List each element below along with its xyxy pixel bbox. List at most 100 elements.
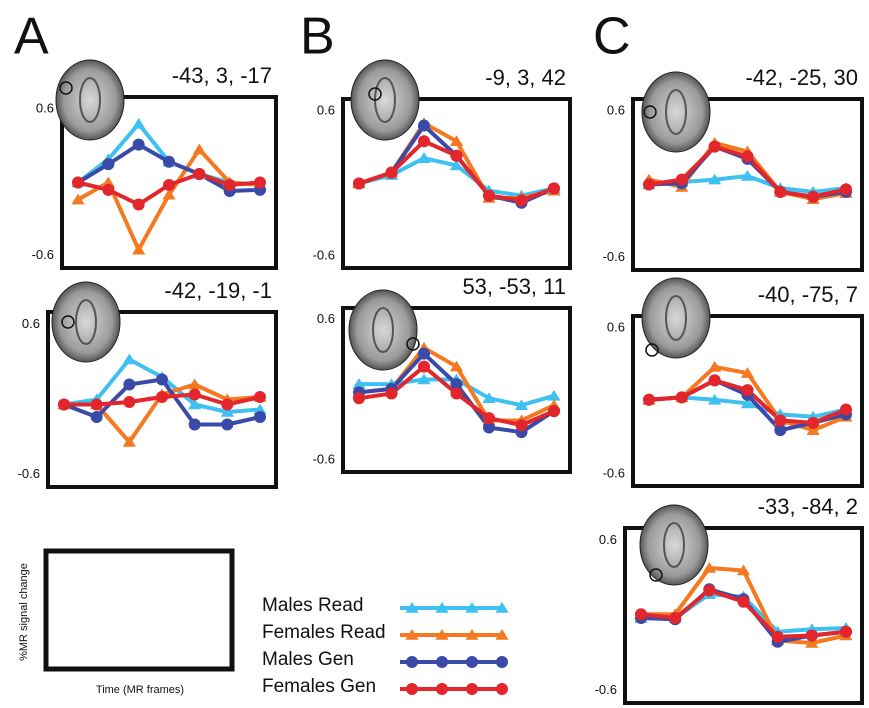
data-point [353, 177, 365, 190]
data-point [708, 173, 722, 185]
data-point [132, 138, 145, 151]
legend-label: Males Read [262, 595, 363, 616]
data-point [221, 418, 234, 431]
data-point [188, 398, 202, 410]
data-point [254, 411, 266, 423]
legend-label: Females Read [262, 622, 386, 643]
roi-marker [645, 343, 659, 357]
roi-marker [61, 315, 75, 329]
brain-slice [51, 281, 121, 363]
data-point [417, 152, 431, 163]
legend-marker [436, 656, 448, 668]
data-point [132, 243, 146, 255]
data-point [737, 595, 750, 608]
data-point [702, 562, 716, 573]
panel-letter: C [593, 8, 631, 66]
data-point [418, 135, 430, 148]
data-point [101, 176, 115, 188]
data-point [806, 424, 820, 435]
y-tick-label: -0.6 [18, 466, 40, 481]
data-point [193, 167, 206, 180]
data-point [635, 608, 647, 621]
data-point [736, 564, 751, 576]
legend-marker [406, 683, 418, 695]
plot-frame [341, 306, 572, 474]
roi-marker [368, 87, 382, 101]
legend-marker [406, 656, 418, 668]
data-point [90, 411, 103, 423]
brain-detail [75, 299, 97, 345]
y-tick-label: 0.6 [36, 101, 54, 116]
coordinate-label: -42, -25, 30 [745, 65, 858, 90]
data-point [805, 629, 818, 642]
data-point [58, 398, 70, 411]
y-tick-label: 0.6 [22, 316, 40, 331]
legend-marker [435, 629, 449, 640]
data-point [450, 149, 463, 162]
y-tick-label: 0.6 [317, 311, 335, 326]
data-point [72, 176, 84, 189]
brain-detail [665, 295, 687, 341]
data-point [740, 169, 755, 181]
x-axis-label: Time (MR frames) [96, 684, 184, 696]
data-point [223, 178, 236, 191]
legend-marker [496, 656, 508, 668]
example-axes-box [43, 548, 235, 672]
data-point [708, 374, 721, 387]
data-point [547, 389, 561, 401]
data-point [675, 173, 688, 186]
brain-slice [55, 59, 125, 141]
legend-marker [435, 602, 449, 613]
data-point [807, 416, 820, 429]
data-point [352, 378, 366, 389]
legend-marker [495, 629, 509, 640]
data-point [514, 399, 529, 411]
data-point [548, 405, 560, 418]
roi-marker [643, 105, 657, 119]
legend-marker [465, 629, 479, 640]
y-tick-label: 0.6 [607, 103, 625, 118]
data-point [515, 194, 528, 207]
data-point [741, 150, 754, 163]
data-point [740, 397, 755, 409]
data-point [385, 166, 398, 179]
data-point [122, 436, 136, 447]
legend-marker [405, 629, 419, 640]
data-point [449, 135, 464, 147]
legend-marker [466, 683, 478, 695]
data-point [132, 117, 146, 129]
y-tick-label: 0.6 [599, 532, 617, 547]
data-point [774, 185, 787, 198]
data-point [163, 178, 175, 191]
coordinate-label: -9, 3, 42 [485, 65, 566, 90]
data-point [156, 373, 168, 386]
data-point [483, 189, 495, 202]
data-point [643, 178, 655, 191]
data-point [774, 414, 787, 427]
y-tick-label: -0.6 [313, 452, 335, 467]
plot-frame [341, 97, 572, 270]
y-tick-label: -0.6 [603, 465, 625, 480]
panel-letter: A [14, 8, 49, 66]
brain-slice [350, 59, 420, 141]
coordinate-label: -43, 3, -17 [172, 63, 272, 88]
legend-marker [436, 683, 448, 695]
data-point [188, 418, 201, 431]
data-point [220, 406, 234, 417]
y-tick-label: -0.6 [32, 247, 54, 262]
data-point [740, 367, 755, 378]
plot-frame [60, 95, 278, 270]
roi-marker [59, 81, 73, 95]
data-point [163, 155, 175, 168]
legend-marker [465, 602, 479, 613]
data-point [643, 393, 655, 406]
roi-marker [406, 337, 420, 351]
data-point [102, 158, 115, 171]
data-point [418, 360, 430, 373]
data-point [162, 188, 176, 200]
data-point [708, 361, 722, 372]
data-point [449, 159, 464, 171]
plot-frame [623, 526, 864, 705]
data-point [483, 421, 495, 434]
